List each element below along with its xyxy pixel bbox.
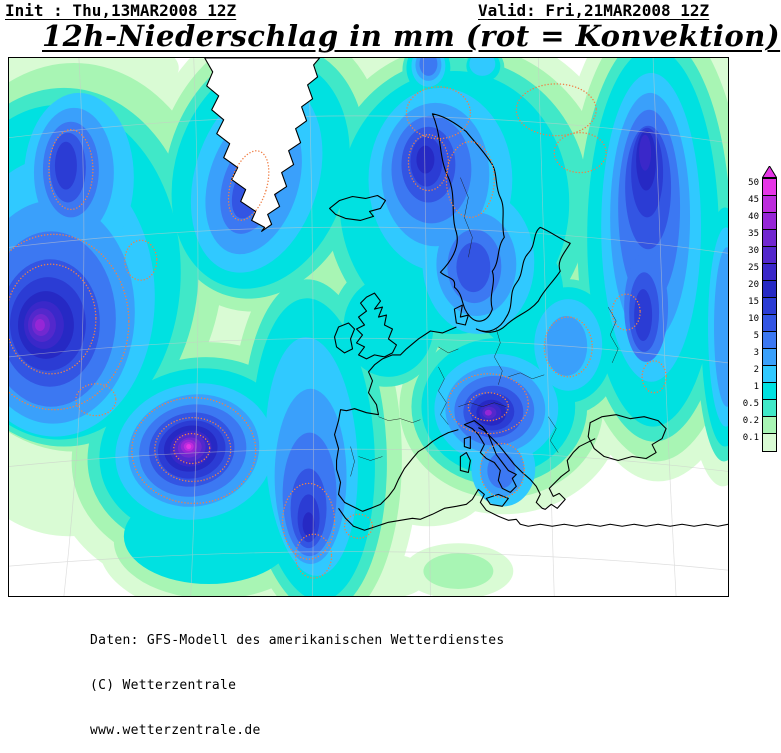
legend-value: 40 [748, 212, 759, 222]
footer-line-url: www.wetterzentrale.de [90, 723, 261, 738]
italy-coast [463, 420, 517, 493]
legend-swatch [763, 400, 776, 417]
britain-coast [355, 292, 398, 360]
legend-value: 1 [753, 382, 759, 392]
footer-line-source: Daten: GFS-Modell des amerikanischen Wet… [90, 633, 505, 648]
corsica-coast [463, 436, 471, 450]
legend-swatch [763, 264, 776, 281]
country-borders [350, 177, 619, 477]
legend-swatch [763, 315, 776, 332]
legend-value: 20 [748, 280, 759, 290]
legend-swatch [763, 247, 776, 264]
legend-swatch [763, 298, 776, 315]
sardinia-coast [459, 451, 471, 474]
legend-swatch [763, 434, 776, 451]
baltic-coast [475, 226, 571, 333]
iceland-coast [329, 194, 387, 221]
legend-swatch [763, 383, 776, 400]
legend-value: 35 [748, 229, 759, 239]
coastlines [204, 58, 728, 531]
africa-coast [338, 488, 728, 531]
valid-timestamp: Valid: Fri,21MAR2008 12Z [478, 1, 710, 20]
denmark-coast [453, 304, 469, 326]
legend-value: 0.2 [742, 416, 759, 426]
legend-value: 0.5 [742, 399, 759, 409]
weather-map [8, 57, 729, 597]
legend-swatch [763, 349, 776, 366]
legend-value: 50 [748, 178, 759, 188]
graticule [9, 58, 728, 596]
legend-swatch [763, 230, 776, 247]
balkan-greece-coast [478, 427, 596, 510]
footer-line-copyright: (C) Wetterzentrale [90, 678, 237, 693]
legend-arrow-icon [762, 166, 777, 178]
legend-value: 30 [748, 246, 759, 256]
precip-layer-50 [186, 444, 192, 450]
legend-swatch [763, 332, 776, 349]
ireland-coast [333, 322, 356, 354]
footer-credits: Daten: GFS-Modell des amerikanischen Wet… [90, 603, 504, 753]
init-timestamp: Init : Thu,13MAR2008 12Z [5, 1, 237, 20]
legend-color-bar [762, 178, 777, 452]
legend-swatch [763, 417, 776, 434]
legend-labels: 50 45 40 35 30 25 20 15 10 5 3 2 1 0.5 0.2 0.1 [742, 178, 762, 452]
europe-atlantic-coast [333, 326, 459, 512]
greenland-coast [204, 58, 321, 232]
legend-value: 5 [753, 331, 759, 341]
precipitation-map-svg [9, 58, 728, 596]
legend-swatch [763, 179, 776, 196]
legend-value: 3 [753, 348, 759, 358]
legend-bar-column [762, 166, 777, 452]
legend-value: 2 [753, 365, 759, 375]
scandinavia-coast [431, 113, 505, 322]
precip-legend: 50 45 40 35 30 25 20 15 10 5 3 2 1 0.5 0.2 0.1 [742, 166, 777, 452]
legend-value: 10 [748, 314, 759, 324]
legend-value: 45 [748, 195, 759, 205]
legend-swatch [763, 213, 776, 230]
sicily-coast [485, 493, 509, 507]
black-sea-coast [587, 414, 667, 462]
legend-value: 25 [748, 263, 759, 273]
convection-contours [9, 83, 667, 579]
chart-title: 12h-Niederschlag in mm (rot = Konvektion… [42, 19, 781, 53]
legend-value: 0.1 [742, 433, 759, 443]
legend-swatch [763, 281, 776, 298]
legend-swatch [763, 196, 776, 213]
legend-swatch [763, 366, 776, 383]
legend-value: 15 [748, 297, 759, 307]
